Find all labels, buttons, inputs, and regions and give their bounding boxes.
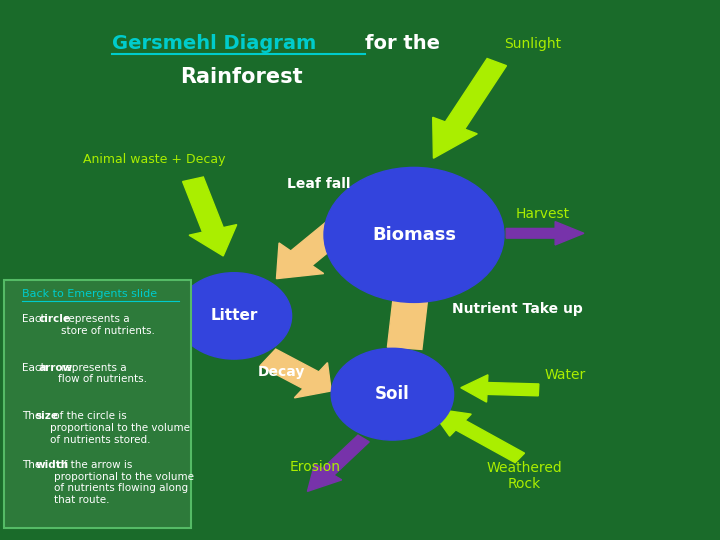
FancyArrow shape: [183, 177, 237, 256]
Circle shape: [324, 167, 504, 302]
Text: Water: Water: [544, 368, 585, 382]
Text: Erosion: Erosion: [289, 460, 341, 474]
Text: The: The: [22, 460, 44, 470]
FancyArrow shape: [377, 261, 446, 349]
FancyArrow shape: [276, 207, 365, 279]
Text: represents a
flow of nutrients.: represents a flow of nutrients.: [58, 363, 147, 384]
Text: The: The: [22, 411, 44, 422]
Text: represents a
store of nutrients.: represents a store of nutrients.: [61, 314, 156, 336]
Text: for the: for the: [365, 33, 440, 53]
Text: Rainforest: Rainforest: [180, 66, 302, 87]
Text: Soil: Soil: [375, 385, 410, 403]
Text: Animal waste + Decay: Animal waste + Decay: [83, 153, 225, 166]
Text: Weathered
Rock: Weathered Rock: [486, 461, 562, 491]
Text: Litter: Litter: [210, 308, 258, 323]
Text: Sunlight: Sunlight: [504, 37, 561, 51]
Text: circle: circle: [39, 314, 71, 325]
Text: Leaf fall: Leaf fall: [287, 177, 350, 191]
Text: Each: Each: [22, 314, 50, 325]
FancyArrow shape: [307, 435, 369, 491]
Text: Back to Emergents slide: Back to Emergents slide: [22, 289, 157, 299]
FancyArrow shape: [506, 221, 584, 245]
FancyArrow shape: [430, 408, 525, 463]
Text: size: size: [35, 411, 58, 422]
Text: Gersmehl Diagram: Gersmehl Diagram: [112, 33, 323, 53]
Text: Each: Each: [22, 363, 50, 373]
Text: of the arrow is
proportional to the volume
of nutrients flowing along
that route: of the arrow is proportional to the volu…: [54, 460, 194, 505]
FancyArrow shape: [260, 349, 331, 398]
Text: Decay: Decay: [258, 364, 305, 379]
Text: arrow: arrow: [39, 363, 73, 373]
FancyArrow shape: [433, 58, 506, 158]
Circle shape: [331, 348, 454, 440]
Text: width: width: [35, 460, 68, 470]
Text: Biomass: Biomass: [372, 226, 456, 244]
Circle shape: [176, 273, 292, 359]
FancyBboxPatch shape: [4, 280, 191, 528]
Text: Nutrient Take up: Nutrient Take up: [452, 302, 583, 316]
FancyArrow shape: [461, 375, 539, 402]
Text: Harvest: Harvest: [516, 207, 570, 221]
Text: of the circle is
proportional to the volume
of nutrients stored.: of the circle is proportional to the vol…: [50, 411, 190, 444]
